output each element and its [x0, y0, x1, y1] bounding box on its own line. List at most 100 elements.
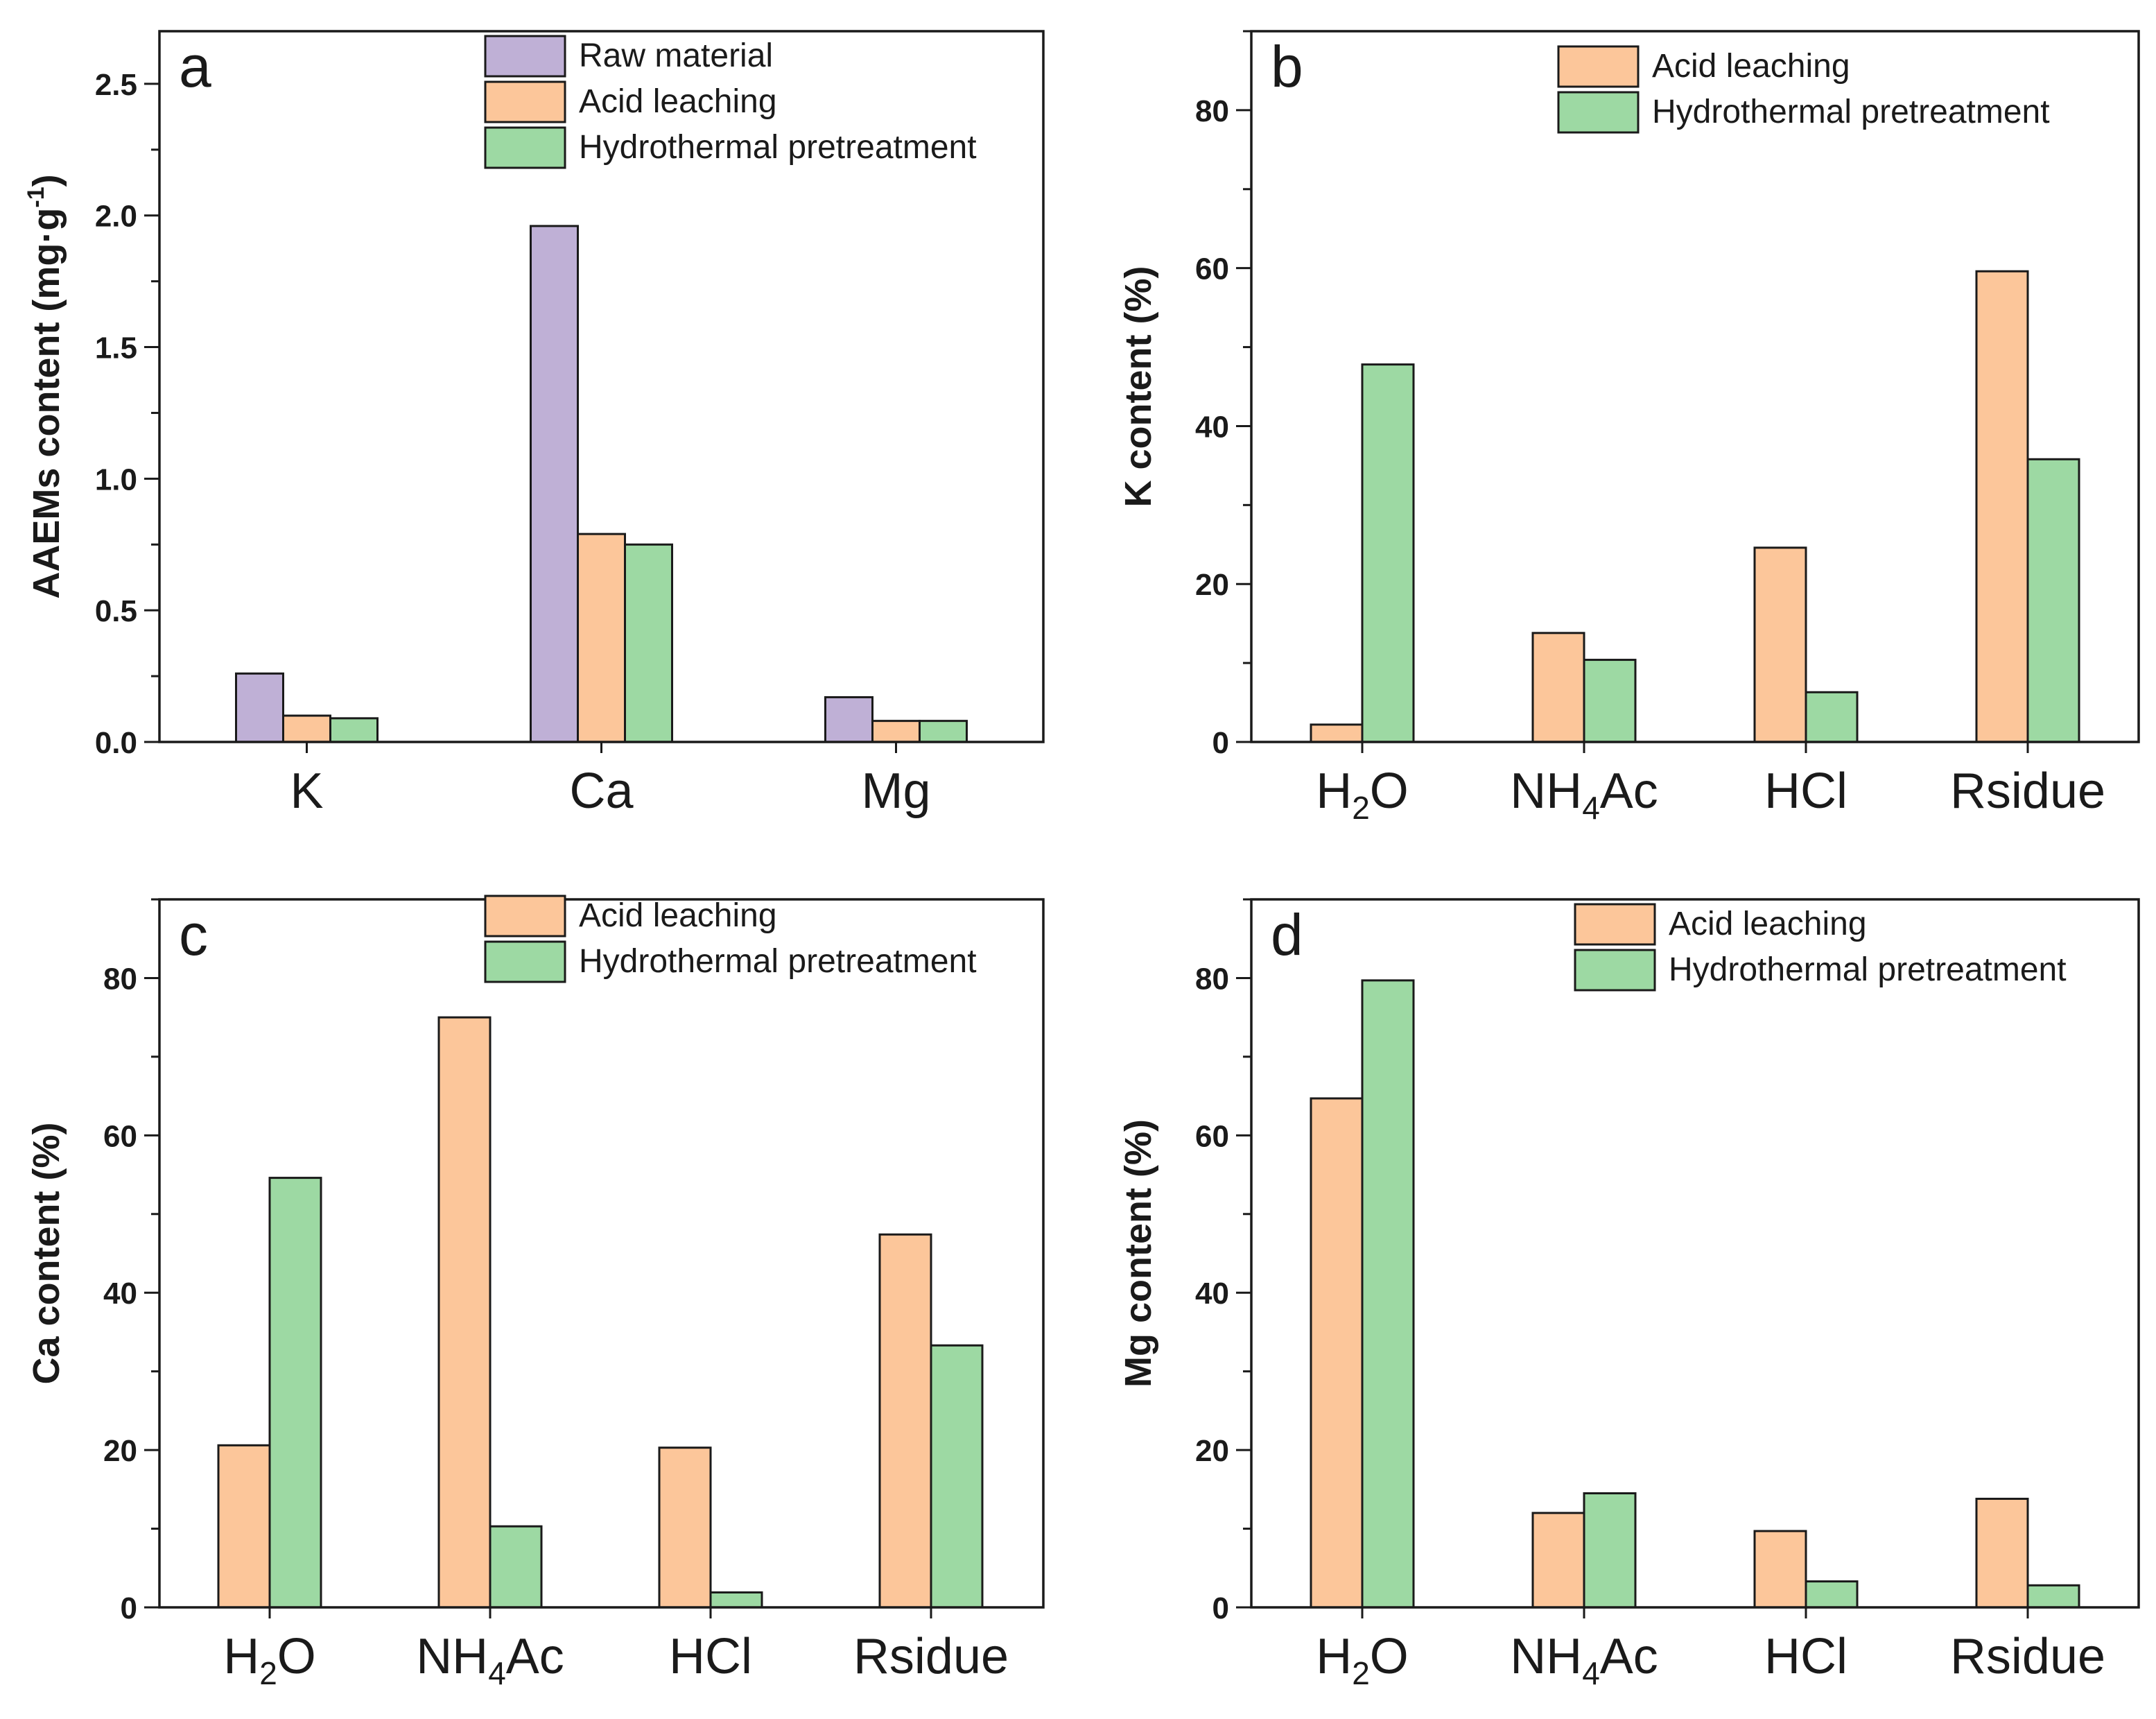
panel-letter-d: d — [1271, 902, 1303, 967]
y-axis-label-d: Mg content (%) — [1118, 1119, 1159, 1388]
bar-c-s0-c1 — [437, 1016, 492, 1609]
bar-d-s1-c0 — [1361, 979, 1415, 1609]
x-tick-label-main: NH — [1510, 1629, 1582, 1684]
y-axis-label-b: K content (%) — [1118, 266, 1159, 508]
legend-swatch-c-1 — [484, 940, 566, 983]
panel-letter-a: a — [179, 34, 211, 99]
bar-c-s0-c3 — [878, 1233, 932, 1609]
x-tick-label-sub: 2 — [259, 1655, 277, 1691]
legend-swatch-a-1 — [484, 80, 566, 123]
x-tick-label-d-3: Rsidue — [1950, 1629, 2105, 1684]
bar-c-s1-c3 — [930, 1344, 984, 1609]
x-tick-label-tail: O — [277, 1629, 316, 1684]
y-axis-label-a: AAEMs content (mg·g-1) — [23, 174, 67, 598]
bar-b-s0-c0 — [1310, 723, 1364, 743]
bar-a-s0-c0 — [235, 672, 284, 743]
x-tick-label-main: NH — [416, 1629, 488, 1684]
x-tick-label-d-0: H2O — [1316, 1629, 1409, 1691]
y-tick-label-b-3: 60 — [1195, 252, 1229, 286]
x-tick-label-c-3: Rsidue — [853, 1629, 1009, 1684]
x-tick-label-main: HCl — [669, 1629, 752, 1684]
legend-label-a-2: Hydrothermal pretreatment — [579, 129, 977, 166]
x-tick-label-a-0: K — [290, 763, 323, 819]
legend-label-b-0: Acid leaching — [1652, 48, 1850, 85]
bar-d-s1-c3 — [2026, 1584, 2080, 1609]
y-tick-label-d-3: 60 — [1195, 1119, 1229, 1153]
y-axis-label-main: Mg content (%) — [1118, 1119, 1159, 1388]
y-tick-label-b-1: 20 — [1195, 568, 1229, 602]
y-tick-label-c-0: 0 — [121, 1591, 137, 1625]
y-axis-label-c: Ca content (%) — [26, 1123, 67, 1385]
x-tick-label-main: Rsidue — [1950, 1629, 2105, 1684]
panel-d: H2O NH4Ac HCl Rsidue 0 20 40 60 80 Mg content (%)… — [1118, 898, 2140, 1691]
y-tick-label-c-1: 20 — [103, 1434, 137, 1468]
legend-swatch-a-2 — [484, 126, 566, 169]
y-tick-label-c-2: 40 — [103, 1277, 137, 1311]
x-tick-label-tail: Ac — [1600, 763, 1658, 819]
bar-a-s0-c1 — [530, 225, 579, 743]
x-tick-label-sub: 2 — [1352, 790, 1370, 826]
bar-b-s0-c2 — [1753, 546, 1807, 743]
bar-d-s1-c2 — [1805, 1580, 1859, 1609]
y-axis-label-main: K content (%) — [1118, 266, 1159, 508]
x-tick-label-a-2: Mg — [861, 763, 930, 819]
y-tick-label-d-4: 80 — [1195, 962, 1229, 996]
x-tick-label-c-1: NH4Ac — [416, 1629, 564, 1691]
plot-frame-b — [1250, 30, 2140, 743]
y-axis-label-end: ) — [26, 174, 67, 187]
legend-label-b-1: Hydrothermal pretreatment — [1652, 94, 2050, 130]
y-tick-label-a-5: 2.5 — [95, 68, 137, 102]
x-tick-label-main: K — [290, 763, 323, 819]
x-tick-label-main: H — [1316, 1629, 1352, 1684]
y-axis-label-main: Ca content (%) — [26, 1123, 67, 1385]
x-tick-label-main: NH — [1510, 763, 1582, 819]
x-tick-label-main: H — [1316, 763, 1352, 819]
x-tick-label-b-3: Rsidue — [1950, 763, 2105, 819]
bar-a-s1-c2 — [871, 720, 921, 743]
x-tick-label-main: Rsidue — [853, 1629, 1009, 1684]
y-tick-label-c-3: 60 — [103, 1119, 137, 1153]
x-tick-label-a-1: Ca — [569, 763, 634, 819]
y-axis-label-sup: -1 — [23, 187, 49, 207]
y-tick-label-d-2: 40 — [1195, 1277, 1229, 1311]
panel-letter-c: c — [179, 902, 208, 967]
x-tick-label-main: HCl — [1764, 763, 1848, 819]
bar-b-s1-c2 — [1805, 691, 1859, 743]
y-tick-label-b-0: 0 — [1212, 726, 1229, 760]
y-tick-label-b-4: 80 — [1195, 94, 1229, 128]
bar-b-s1-c3 — [2026, 458, 2080, 743]
legend-label-c-0: Acid leaching — [579, 897, 777, 934]
bar-b-s1-c1 — [1583, 659, 1637, 743]
plot-frame-c — [158, 898, 1045, 1609]
x-tick-label-b-2: HCl — [1764, 763, 1848, 819]
y-axis-label-main: AAEMs content (mg·g — [26, 208, 67, 599]
x-tick-label-sub: 4 — [488, 1655, 506, 1691]
legend-label-d-1: Hydrothermal pretreatment — [1669, 951, 2067, 988]
x-tick-label-tail: Ac — [506, 1629, 564, 1684]
x-tick-label-main: H — [223, 1629, 259, 1684]
legend-label-d-0: Acid leaching — [1669, 906, 1867, 942]
bar-a-s1-c1 — [577, 533, 626, 743]
legend-swatch-b-1 — [1557, 91, 1640, 134]
x-tick-label-main: Mg — [861, 763, 930, 819]
bar-b-s1-c0 — [1361, 363, 1415, 743]
x-tick-label-tail: O — [1370, 1629, 1409, 1684]
legend-label-c-1: Hydrothermal pretreatment — [579, 943, 977, 980]
legend-swatch-a-0 — [484, 35, 566, 78]
x-tick-label-main: HCl — [1764, 1629, 1848, 1684]
bar-d-s0-c2 — [1753, 1530, 1807, 1609]
x-tick-label-tail: O — [1370, 763, 1409, 819]
legend-swatch-d-0 — [1574, 903, 1656, 946]
bar-d-s0-c3 — [1975, 1497, 2029, 1609]
legend-swatch-d-1 — [1574, 949, 1656, 992]
y-tick-label-a-2: 1.0 — [95, 463, 137, 496]
plot-frame-a — [158, 30, 1045, 743]
bar-d-s0-c0 — [1310, 1097, 1364, 1609]
bar-c-s0-c0 — [217, 1444, 271, 1609]
bar-a-s2-c0 — [329, 717, 379, 743]
bar-b-s0-c1 — [1531, 632, 1585, 743]
bar-d-s1-c1 — [1583, 1492, 1637, 1609]
bar-a-s2-c2 — [919, 720, 968, 743]
x-tick-label-sub: 4 — [1582, 790, 1600, 826]
